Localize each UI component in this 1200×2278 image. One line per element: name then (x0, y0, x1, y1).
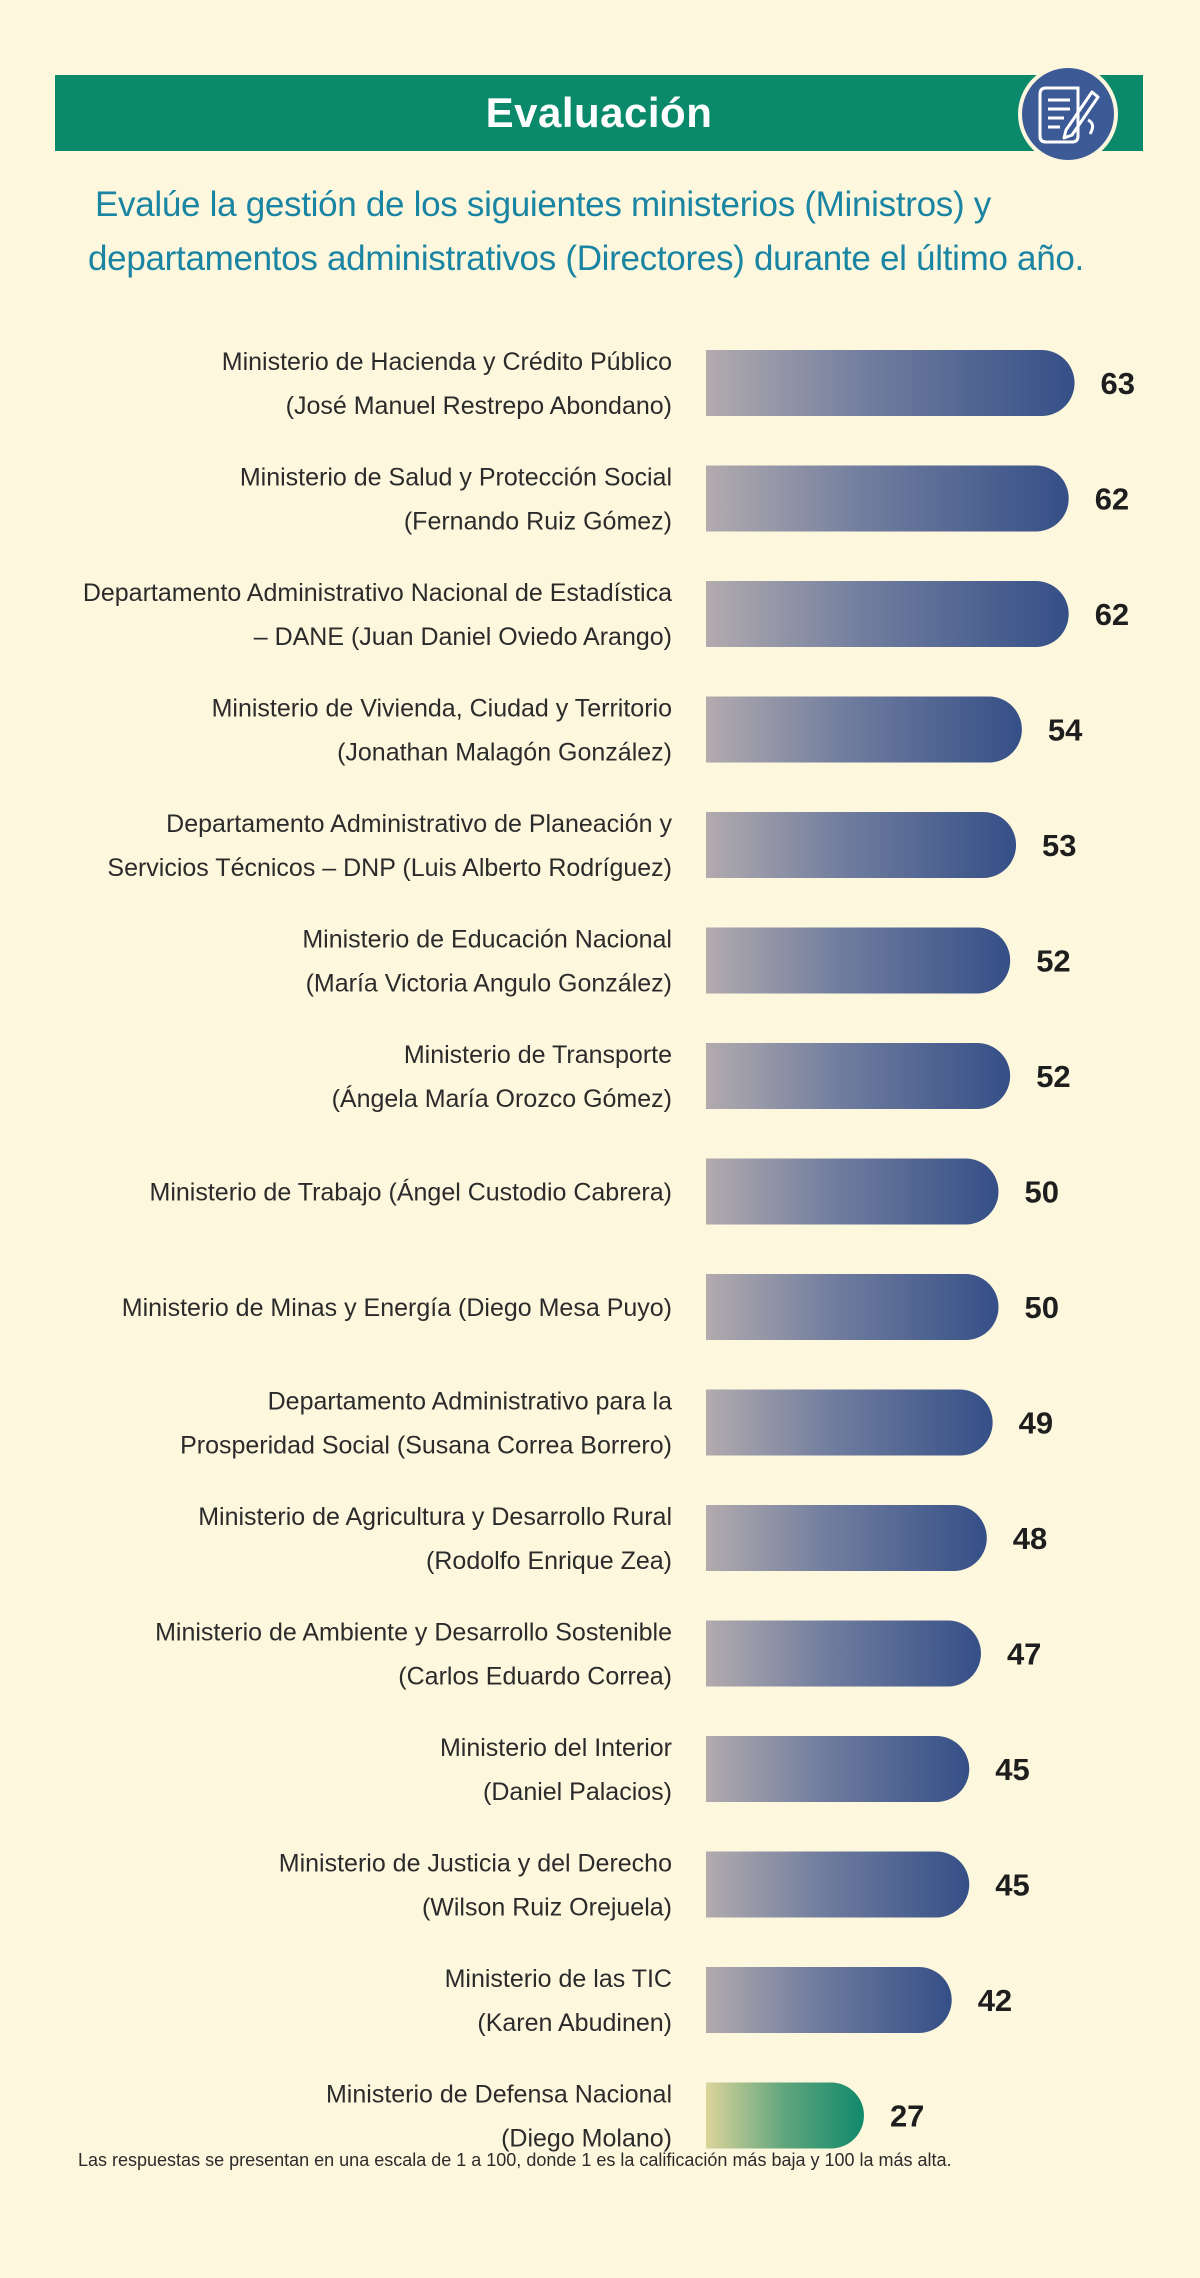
bar-value-label: 50 (1025, 1290, 1059, 1325)
bar (706, 1158, 999, 1225)
category-label: Ministerio de Salud y Protección Social (240, 464, 672, 492)
category-label: Ministerio de Agricultura y Desarrollo R… (198, 1503, 672, 1531)
bar-value-label: 42 (978, 1983, 1012, 2018)
bar (706, 465, 1069, 532)
bar (706, 1620, 981, 1687)
category-label: (Rodolfo Enrique Zea) (426, 1547, 672, 1575)
header-title: Evaluación (485, 89, 713, 136)
bar (706, 1851, 970, 1918)
category-label: (Karen Abudinen) (477, 2009, 672, 2037)
question-line-2: departamentos administrativos (Directore… (88, 239, 1084, 278)
bar-value-label: 62 (1095, 597, 1129, 632)
category-label: Ministerio de las TIC (445, 1965, 672, 1993)
bar (706, 1274, 999, 1340)
bar-value-label: 47 (1007, 1637, 1041, 1672)
category-label: Prosperidad Social (Susana Correa Borrer… (180, 1432, 672, 1460)
category-label: (Carlos Eduardo Correa) (398, 1663, 672, 1691)
category-label: Ministerio de Defensa Nacional (326, 2081, 672, 2109)
bar (706, 1967, 952, 2033)
category-label: Departamento Administrativo para la (268, 1388, 672, 1416)
category-label: Ministerio de Educación Nacional (302, 926, 672, 954)
bar-value-label: 49 (1019, 1406, 1053, 1441)
category-label: (Daniel Palacios) (483, 1778, 672, 1806)
footnote: Las respuestas se presentan en una escal… (78, 2150, 952, 2170)
category-label: Departamento Administrativo de Planeació… (166, 810, 672, 838)
document-edit-icon (1016, 62, 1120, 166)
bar-value-label: 45 (995, 1752, 1029, 1787)
category-label: (José Manuel Restrepo Abondano) (286, 392, 672, 420)
bar-value-label: 45 (995, 1868, 1029, 1903)
bar-value-label: 63 (1101, 366, 1135, 401)
category-label: (Fernando Ruiz Gómez) (404, 508, 672, 536)
category-label: Servicios Técnicos – DNP (Luis Alberto R… (107, 854, 672, 882)
category-label: Ministerio de Transporte (404, 1041, 672, 1069)
bar-value-label: 52 (1036, 1059, 1070, 1094)
category-label: Ministerio de Vivienda, Ciudad y Territo… (212, 695, 672, 723)
bar (706, 1505, 987, 1571)
category-label: (María Victoria Angulo González) (306, 970, 672, 998)
bar (706, 927, 1011, 994)
bar (706, 1389, 993, 1456)
bar-value-label: 52 (1036, 944, 1070, 979)
bar (706, 350, 1075, 416)
bar-value-label: 50 (1025, 1175, 1059, 1210)
category-label: (Ángela María Orozco Gómez) (332, 1084, 672, 1113)
category-label: Ministerio de Justicia y del Derecho (279, 1850, 672, 1878)
bar (706, 812, 1017, 878)
category-label: Ministerio de Minas y Energía (Diego Mes… (122, 1294, 672, 1322)
category-label: Ministerio de Ambiente y Desarrollo Sost… (155, 1619, 672, 1647)
bar-value-label: 48 (1013, 1521, 1047, 1556)
category-label: Departamento Administrativo Nacional de … (83, 579, 672, 607)
bar (706, 581, 1069, 647)
category-label: Ministerio de Trabajo (Ángel Custodio Ca… (150, 1178, 672, 1207)
category-label: Ministerio de Hacienda y Crédito Público (222, 348, 672, 376)
bar-value-label: 62 (1095, 482, 1129, 517)
category-label: (Diego Molano) (501, 2125, 672, 2153)
category-label: (Jonathan Malagón González) (337, 739, 672, 767)
bar (706, 1043, 1011, 1109)
header-band: Evaluación (55, 75, 1143, 151)
category-label: (Wilson Ruiz Orejuela) (422, 1894, 672, 1922)
bar-value-label: 53 (1042, 828, 1076, 863)
bar-value-label: 54 (1048, 713, 1083, 748)
bar (706, 2082, 864, 2149)
survey-question: Evalúe la gestión de los siguientes mini… (60, 178, 1160, 286)
bar (706, 1736, 970, 1802)
bar-value-label: 27 (890, 2099, 924, 2134)
category-label: – DANE (Juan Daniel Oviedo Arango) (254, 623, 672, 651)
category-label: Ministerio del Interior (440, 1734, 672, 1762)
question-line-1: Evalúe la gestión de los siguientes mini… (95, 185, 991, 224)
bar (706, 696, 1022, 763)
